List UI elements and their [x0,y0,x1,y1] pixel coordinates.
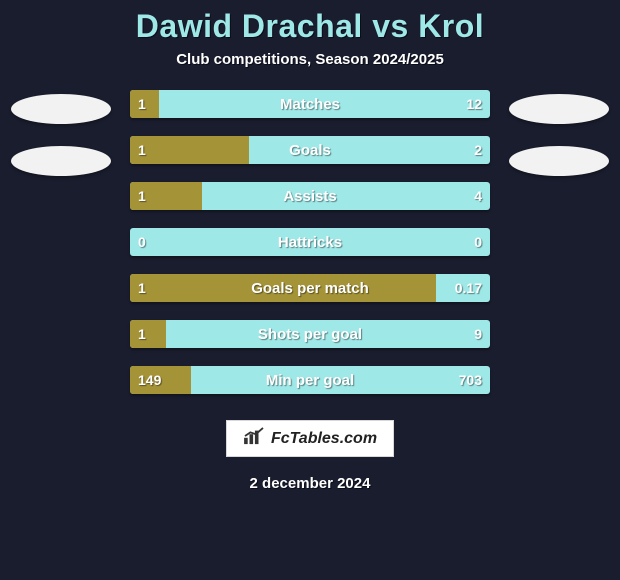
subtitle: Club competitions, Season 2024/2025 [176,51,444,68]
player-right-logo [509,146,609,176]
stat-right-value: 703 [451,366,490,394]
comparison-card: Dawid Drachal vs Krol Club competitions,… [0,0,620,580]
stat-label: Shots per goal [130,320,490,348]
badge-text: FcTables.com [271,430,377,448]
stat-left-fill [130,320,166,348]
stat-left-fill [130,366,191,394]
chart-area: 112Matches 12Goals 14Assists 0 0Hattricks 10.… [0,90,620,394]
chart-icon [243,427,265,450]
stat-left-fill [130,136,249,164]
stat-right-value: 0.17 [447,274,490,302]
stat-row: 112Matches [130,90,490,118]
stat-right-value: 2 [466,136,490,164]
player-left-col [6,90,116,176]
stat-left-fill [130,274,436,302]
player-left-logo [11,146,111,176]
stat-right-value: 12 [458,90,490,118]
stat-label: Matches [130,90,490,118]
stat-row: 0 0Hattricks [130,228,490,256]
stat-bars: 112Matches 12Goals 14Assists 0 0Hattricks 10.… [130,90,490,394]
stat-row: 12Goals [130,136,490,164]
stat-row: 10.17Goals per match [130,274,490,302]
player-right-logo [509,94,609,124]
stat-row: 19Shots per goal [130,320,490,348]
player-left-logo [11,94,111,124]
stat-right-value: 9 [466,320,490,348]
stat-row: 149703Min per goal [130,366,490,394]
stat-right-value: 4 [466,182,490,210]
stat-right-value: 0 [466,228,490,256]
stat-label: Hattricks [130,228,490,256]
stat-left-fill [130,182,202,210]
stat-row: 14Assists [130,182,490,210]
stat-left-fill [130,90,159,118]
source-badge[interactable]: FcTables.com [226,420,394,457]
page-title: Dawid Drachal vs Krol [136,8,484,45]
stat-left-value: 0 [130,228,154,256]
date-text: 2 december 2024 [250,475,371,492]
player-right-col [504,90,614,176]
